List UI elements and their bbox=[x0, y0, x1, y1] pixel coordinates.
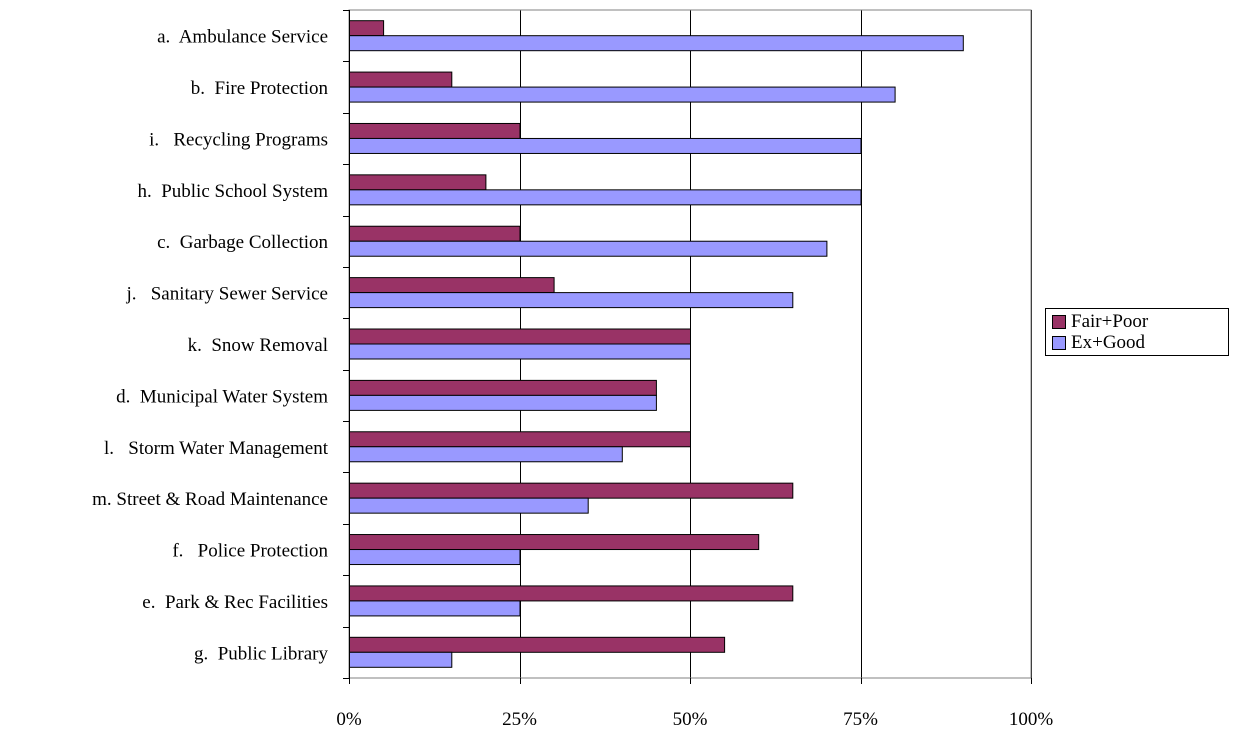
bar-ex-good-5 bbox=[349, 292, 794, 309]
legend-swatch-ex-good bbox=[1052, 336, 1066, 350]
category-label-6: k. Snow Removal bbox=[188, 335, 328, 356]
legend: Fair+Poor Ex+Good bbox=[1045, 308, 1229, 356]
bar-fair-poor-2 bbox=[349, 122, 521, 139]
axes bbox=[343, 9, 1032, 684]
category-label-5: j. Sanitary Sewer Service bbox=[125, 284, 328, 305]
bar-ex-good-12 bbox=[349, 651, 453, 668]
x-tick-label-100: 100% bbox=[1009, 709, 1054, 730]
bar-fair-poor-5 bbox=[349, 277, 555, 294]
bar-ex-good-0 bbox=[349, 35, 964, 52]
category-label-1: b. Fire Protection bbox=[191, 78, 329, 99]
legend-swatch-fair-poor bbox=[1052, 315, 1066, 329]
bar-ex-good-1 bbox=[349, 86, 896, 103]
category-label-7: d. Municipal Water System bbox=[116, 386, 328, 407]
x-tick-labels: 0% 25% 50% 75% 100% bbox=[336, 709, 1053, 730]
bar-fair-poor-9 bbox=[349, 482, 794, 499]
legend-label-ex-good: Ex+Good bbox=[1071, 332, 1146, 353]
bar-ex-good-6 bbox=[349, 343, 691, 360]
bar-fair-poor-7 bbox=[349, 379, 657, 396]
bar-fair-poor-1 bbox=[349, 71, 453, 88]
bar-fair-poor-10 bbox=[349, 534, 760, 551]
category-label-8: l. Storm Water Management bbox=[104, 438, 329, 459]
category-labels: a. Ambulance Service b. Fire Protection i.… bbox=[92, 27, 329, 665]
category-label-9: m. Street & Road Maintenance bbox=[92, 489, 328, 510]
bar-fair-poor-4 bbox=[349, 225, 521, 242]
legend-item-fair-poor: Fair+Poor bbox=[1052, 311, 1149, 332]
bar-ex-good-10 bbox=[349, 549, 521, 566]
legend-item-ex-good: Ex+Good bbox=[1052, 332, 1146, 353]
bar-fair-poor-8 bbox=[349, 431, 691, 448]
bar-ex-good-9 bbox=[349, 497, 589, 514]
x-tick-label-75: 75% bbox=[843, 709, 878, 730]
bar-ex-good-7 bbox=[349, 394, 657, 411]
category-label-2: i. Recycling Programs bbox=[149, 129, 328, 150]
x-tick-label-25: 25% bbox=[502, 709, 537, 730]
bar-ex-good-2 bbox=[349, 137, 862, 154]
bar-ex-good-4 bbox=[349, 240, 828, 257]
category-label-10: f. Police Protection bbox=[172, 541, 328, 562]
bar-fair-poor-3 bbox=[349, 174, 487, 191]
bar-fair-poor-12 bbox=[349, 636, 726, 653]
category-label-3: h. Public School System bbox=[137, 181, 328, 202]
category-label-0: a. Ambulance Service bbox=[157, 27, 328, 48]
bar-ex-good-3 bbox=[349, 189, 862, 206]
bar-ex-good-8 bbox=[349, 446, 623, 463]
category-label-4: c. Garbage Collection bbox=[157, 232, 328, 253]
bar-fair-poor-11 bbox=[349, 585, 794, 602]
bars-group bbox=[349, 20, 964, 668]
bar-ex-good-11 bbox=[349, 600, 521, 617]
bar-fair-poor-0 bbox=[349, 20, 385, 37]
bar-fair-poor-6 bbox=[349, 328, 691, 345]
x-tick-label-50: 50% bbox=[673, 709, 708, 730]
legend-label-fair-poor: Fair+Poor bbox=[1071, 311, 1149, 332]
category-label-12: g. Public Library bbox=[194, 643, 329, 664]
x-tick-label-0: 0% bbox=[336, 709, 362, 730]
category-label-11: e. Park & Rec Facilities bbox=[142, 592, 328, 613]
